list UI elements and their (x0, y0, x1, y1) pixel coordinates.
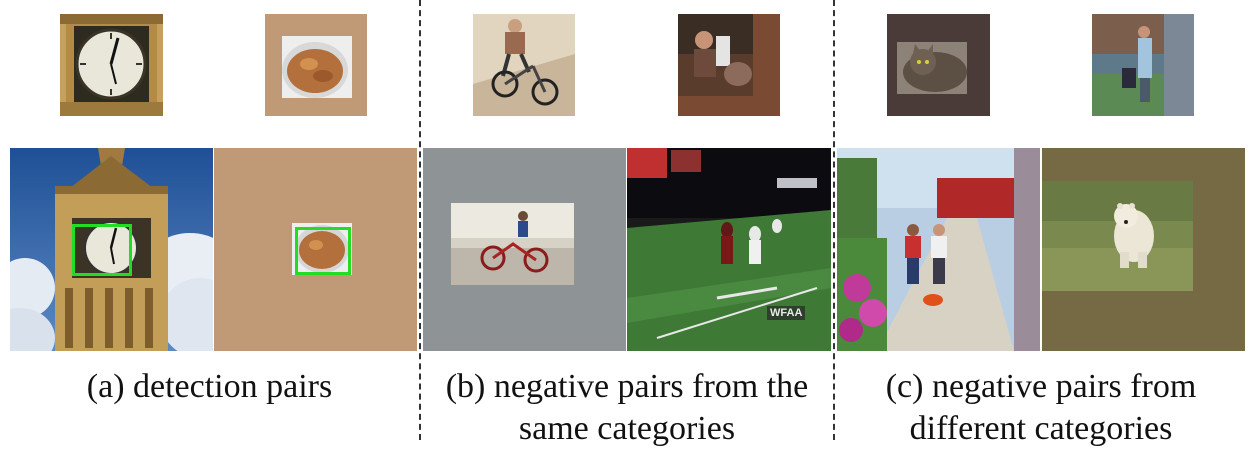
caption-c-line1: (c) negative pairs from (885, 368, 1197, 405)
exemplar-clock-tower (60, 14, 163, 116)
caption-b: (b) negative pairs from the same categor… (421, 366, 833, 450)
detection-box-clock (72, 224, 132, 276)
exemplar-person-park (1092, 14, 1194, 116)
exemplar-cat-padded (887, 14, 990, 116)
divider-left (419, 0, 421, 440)
tv-logo: WFAA (767, 306, 806, 320)
caption-c: (c) negative pairs from different catego… (835, 366, 1247, 450)
caption-b-line2: same categories (518, 410, 736, 447)
search-bicycle-padded (423, 148, 626, 351)
exemplar-person-sitting (678, 14, 780, 116)
search-big-ben (10, 148, 213, 351)
caption-a: (a) detection pairs (0, 366, 419, 408)
caption-b-line1: (b) negative pairs from the (445, 368, 809, 405)
exemplar-food-plate (265, 14, 367, 116)
search-street-padded (837, 148, 1040, 351)
detection-box-food (295, 227, 351, 275)
caption-a-line: (a) detection pairs (86, 368, 333, 405)
search-food-padded (214, 148, 417, 351)
divider-right (833, 0, 835, 440)
caption-c-line2: different categories (909, 410, 1173, 447)
exemplar-bmx-rider (473, 14, 575, 116)
search-polar-bear-padded (1042, 148, 1245, 351)
search-football-game: WFAA (627, 148, 831, 351)
